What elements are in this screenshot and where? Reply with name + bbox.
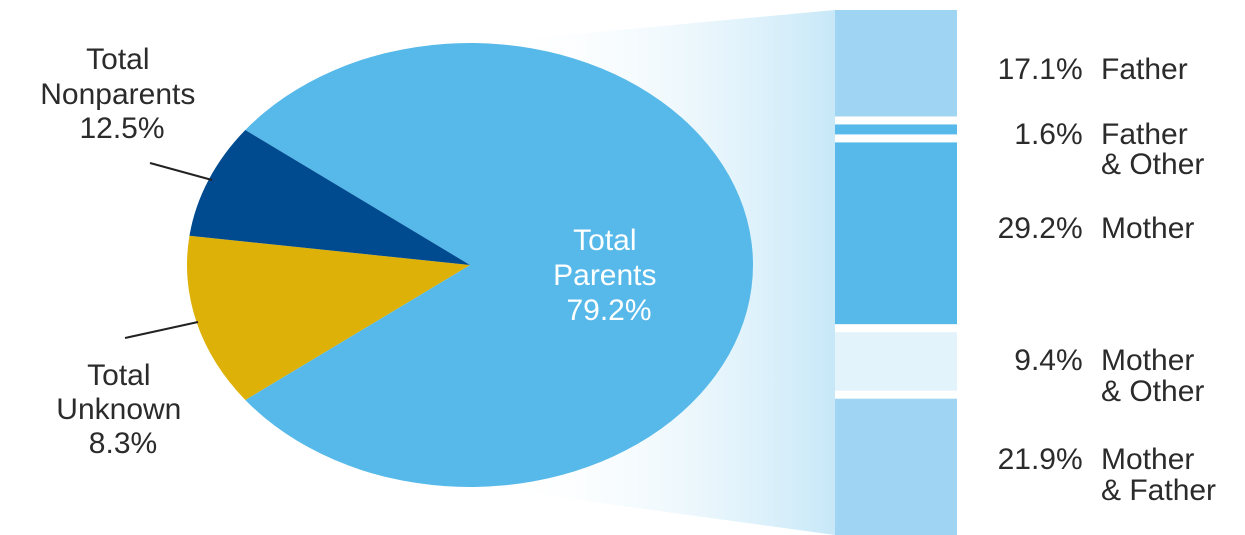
pie-slices xyxy=(186,43,753,488)
breakdown-bar xyxy=(835,10,957,535)
breakdown-segment-2 xyxy=(835,142,957,325)
parents-label: Total Parents 79.2% xyxy=(553,224,665,327)
pie-slice-unknown xyxy=(189,130,470,265)
breakdown-segment-1 xyxy=(835,124,957,135)
unknown-leader-line xyxy=(124,321,199,339)
nonparents-leader-line xyxy=(149,162,213,181)
breakdown-segment-4 xyxy=(835,398,957,535)
breakdown-label-mother-other: 9.4% Mother & Other xyxy=(1014,344,1204,408)
breakdown-label-mother: 29.2% Mother xyxy=(998,212,1195,245)
breakdown-label-father-other: 1.6% Father & Other xyxy=(1014,118,1204,181)
pie-slice-parents xyxy=(245,43,753,488)
breakdown-label-mother-father: 21.9% Mother & Father xyxy=(998,443,1216,507)
breakdown-segment-0 xyxy=(835,10,957,117)
breakdown-segment-3 xyxy=(835,332,957,391)
unknown-label: Total Unknown 8.3% xyxy=(56,359,189,460)
pie-slice-nonparents xyxy=(186,235,470,400)
nonparents-label: Total Nonparents 12.5% xyxy=(40,43,203,145)
breakdown-label-father: 17.1% Father xyxy=(998,53,1188,86)
